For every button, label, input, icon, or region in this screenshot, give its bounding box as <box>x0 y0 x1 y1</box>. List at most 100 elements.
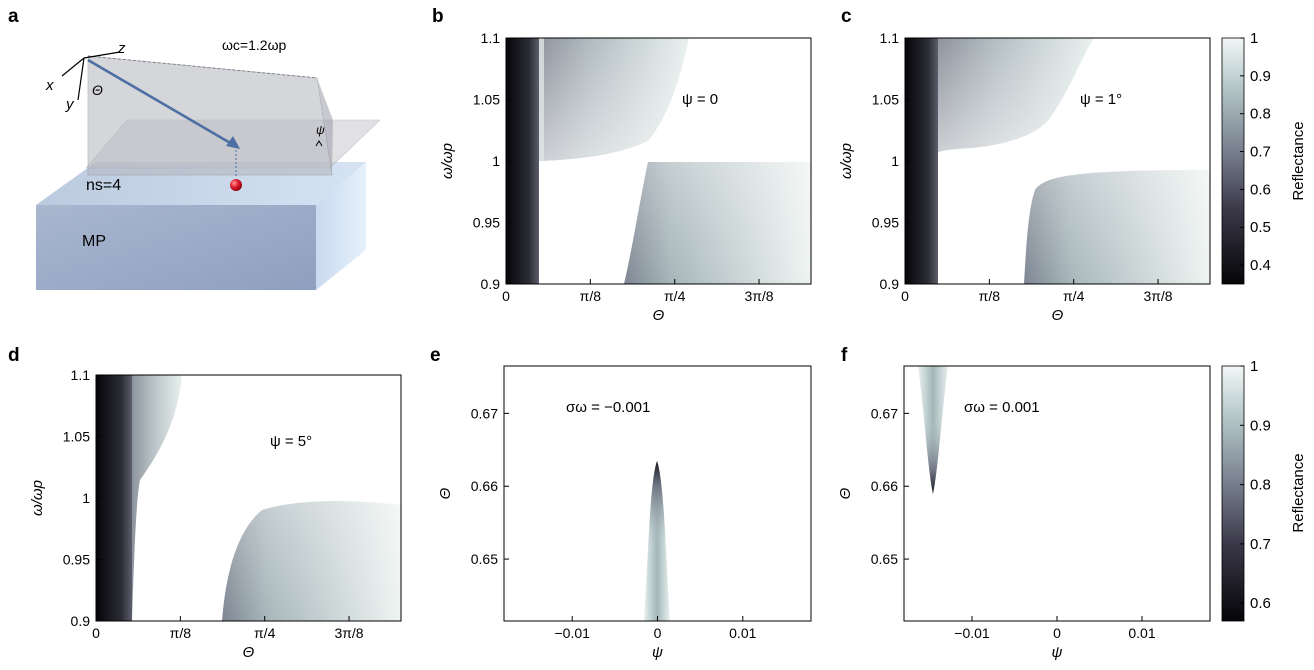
colorbar-tick-label: 0.8 <box>1250 106 1271 123</box>
panel-e-annotation: σω = −0.001 <box>566 399 650 416</box>
panel-d-ytick-label: 1 <box>82 490 90 506</box>
sheet-edge <box>317 78 333 175</box>
panel-e: e σω = −0.001 <box>430 345 812 622</box>
panel-c-ytick-label: 1 <box>891 153 899 169</box>
psi-label: ψ <box>316 123 325 137</box>
panel-a-schematic: a x y z Θ ψ ωc=1.2ωp ns=4 MP <box>8 6 381 290</box>
panel-d-xlabel: Θ <box>243 644 255 661</box>
psi-angle-mark <box>315 140 323 147</box>
axis-y-label: y <box>65 96 75 113</box>
axis-z-label: z <box>117 40 126 57</box>
panel-b-lower-band-fade <box>624 162 811 284</box>
theta-label: Θ <box>92 82 103 98</box>
panel-b-ytick-label: 1.1 <box>481 30 501 46</box>
panel-f-ytick-label: 0.66 <box>871 478 898 494</box>
colorbar-tick-label: 1 <box>1250 30 1258 47</box>
panel-c-xlabel: Θ <box>1052 307 1064 324</box>
slab-front <box>36 205 316 290</box>
panel-b-edge-highlight <box>539 38 544 161</box>
panel-d: d ψ = 5° <box>8 345 402 622</box>
panel-c-xtick-label: π/4 <box>1063 288 1085 304</box>
panel-c-lower-band-fade <box>1024 170 1210 284</box>
colorbar-tick-label: 0.8 <box>1250 477 1271 494</box>
panel-c-dark-band <box>905 38 938 284</box>
axis-z-line <box>83 51 121 59</box>
colorbar-tick-label: 0.7 <box>1250 536 1271 553</box>
panel-c: c ψ = 1° <box>841 6 1211 285</box>
panel-d-xtick-label: π/8 <box>170 625 192 641</box>
ns-label: ns=4 <box>86 177 121 194</box>
colorbar-tick-label: 0.6 <box>1250 181 1271 198</box>
sheet-top-edge <box>87 55 318 79</box>
panel-b: b ψ = 0 <box>432 6 812 285</box>
panel-d-ytick-label: 1.1 <box>71 367 91 383</box>
panel-b-ylabel: ω/ωp <box>439 143 456 179</box>
panel-c-xtick-label: π/8 <box>979 288 1001 304</box>
panel-f-cone-shade <box>918 366 948 494</box>
panel-d-ytick-label: 1.05 <box>63 429 90 445</box>
panel-c-ylabel: ω/ωp <box>838 143 855 179</box>
panel-b-letter: b <box>432 6 444 27</box>
panel-b-ytick-label: 0.9 <box>481 276 501 292</box>
panel-c-letter: c <box>841 6 852 27</box>
panel-e-ytick-label: 0.65 <box>471 551 498 567</box>
panel-b-xlabel: Θ <box>653 307 665 324</box>
panel-c-ytick-label: 0.9 <box>880 276 900 292</box>
panel-c-annotation: ψ = 1° <box>1080 91 1122 108</box>
colorbar-bottom: 1 0.9 0.8 0.7 0.6 Reflectance <box>1221 358 1307 622</box>
panel-d-upper-band <box>132 375 182 621</box>
wavevector-arrowhead <box>226 136 240 149</box>
panel-f-xtick-label: −0.01 <box>954 625 990 641</box>
panel-b-ytick-label: 1 <box>492 153 500 169</box>
panel-d-xtick-label: π/4 <box>254 625 276 641</box>
panel-f-ytick-label: 0.67 <box>871 405 898 421</box>
panel-b-annotation: ψ = 0 <box>682 91 718 108</box>
panel-c-ytick-label: 1.1 <box>880 30 900 46</box>
panel-f-xtick-label: 0.01 <box>1128 625 1155 641</box>
colorbar-tick-label: 0.7 <box>1250 144 1271 161</box>
panel-b-xtick-label: π/8 <box>580 288 602 304</box>
panel-e-xtick-label: 0 <box>654 625 662 641</box>
particle-dot <box>230 179 242 191</box>
panel-d-dark-band <box>96 375 132 621</box>
colorbar-bottom-gradient <box>1221 365 1245 622</box>
panel-c-xtick-label: 3π/8 <box>1143 288 1172 304</box>
panel-b-dark-band <box>506 38 539 284</box>
panel-e-letter: e <box>430 345 441 366</box>
panel-c-ytick-label: 1.05 <box>872 92 899 108</box>
panel-d-xtick-label: 3π/8 <box>334 625 363 641</box>
colorbar-tick-label: 0.9 <box>1250 417 1271 434</box>
panel-f-letter: f <box>841 345 848 366</box>
mp-label: MP <box>82 233 106 250</box>
panel-d-xtick-label: 0 <box>92 625 100 641</box>
panel-b-ytick-label: 1.05 <box>473 92 500 108</box>
panel-f-annotation: σω = 0.001 <box>964 399 1040 416</box>
panel-c-xtick-label: 0 <box>901 288 909 304</box>
colorbar-tick-label: 0.6 <box>1250 595 1271 612</box>
panel-f-xlabel: ψ <box>1052 644 1063 661</box>
panel-e-ylabel: Θ <box>437 487 454 499</box>
colorbar-top-label: Reflectance <box>1290 121 1307 200</box>
colorbar-top: 1 0.9 0.8 0.7 0.6 0.5 0.4 Reflectance <box>1221 30 1307 285</box>
panel-d-ytick-label: 0.9 <box>71 613 91 629</box>
wavevector-arrow <box>87 58 233 146</box>
colorbar-top-gradient <box>1221 37 1245 285</box>
panel-e-ytick-label: 0.66 <box>471 478 498 494</box>
colorbar-tick-label: 0.9 <box>1250 68 1271 85</box>
colorbar-bottom-label: Reflectance <box>1290 453 1307 532</box>
axis-x-line <box>61 57 85 77</box>
panel-b-xtick-label: π/4 <box>664 288 686 304</box>
colorbar-tick-label: 0.4 <box>1250 257 1271 274</box>
panel-d-annotation: ψ = 5° <box>270 433 312 450</box>
colorbar-tick-label: 0.5 <box>1250 219 1271 236</box>
colorbar-top-ticks: 1 0.9 0.8 0.7 0.6 0.5 0.4 <box>1240 30 1271 274</box>
panel-d-lower-band-fade <box>222 501 401 621</box>
axes-layer: 0 π/8 π/4 3π/8 0.9 0.95 1 1.05 1.1 Θω/ωp 0 π/8 π/4 3π… <box>29 30 1173 661</box>
panel-e-xtick-label: 0.01 <box>729 625 756 641</box>
panel-f-ytick-label: 0.65 <box>871 551 898 567</box>
cutoff-sheet <box>87 55 333 176</box>
axis-y-line <box>77 57 85 101</box>
panel-d-letter: d <box>8 345 20 366</box>
panel-e-cone-shade <box>644 461 670 621</box>
